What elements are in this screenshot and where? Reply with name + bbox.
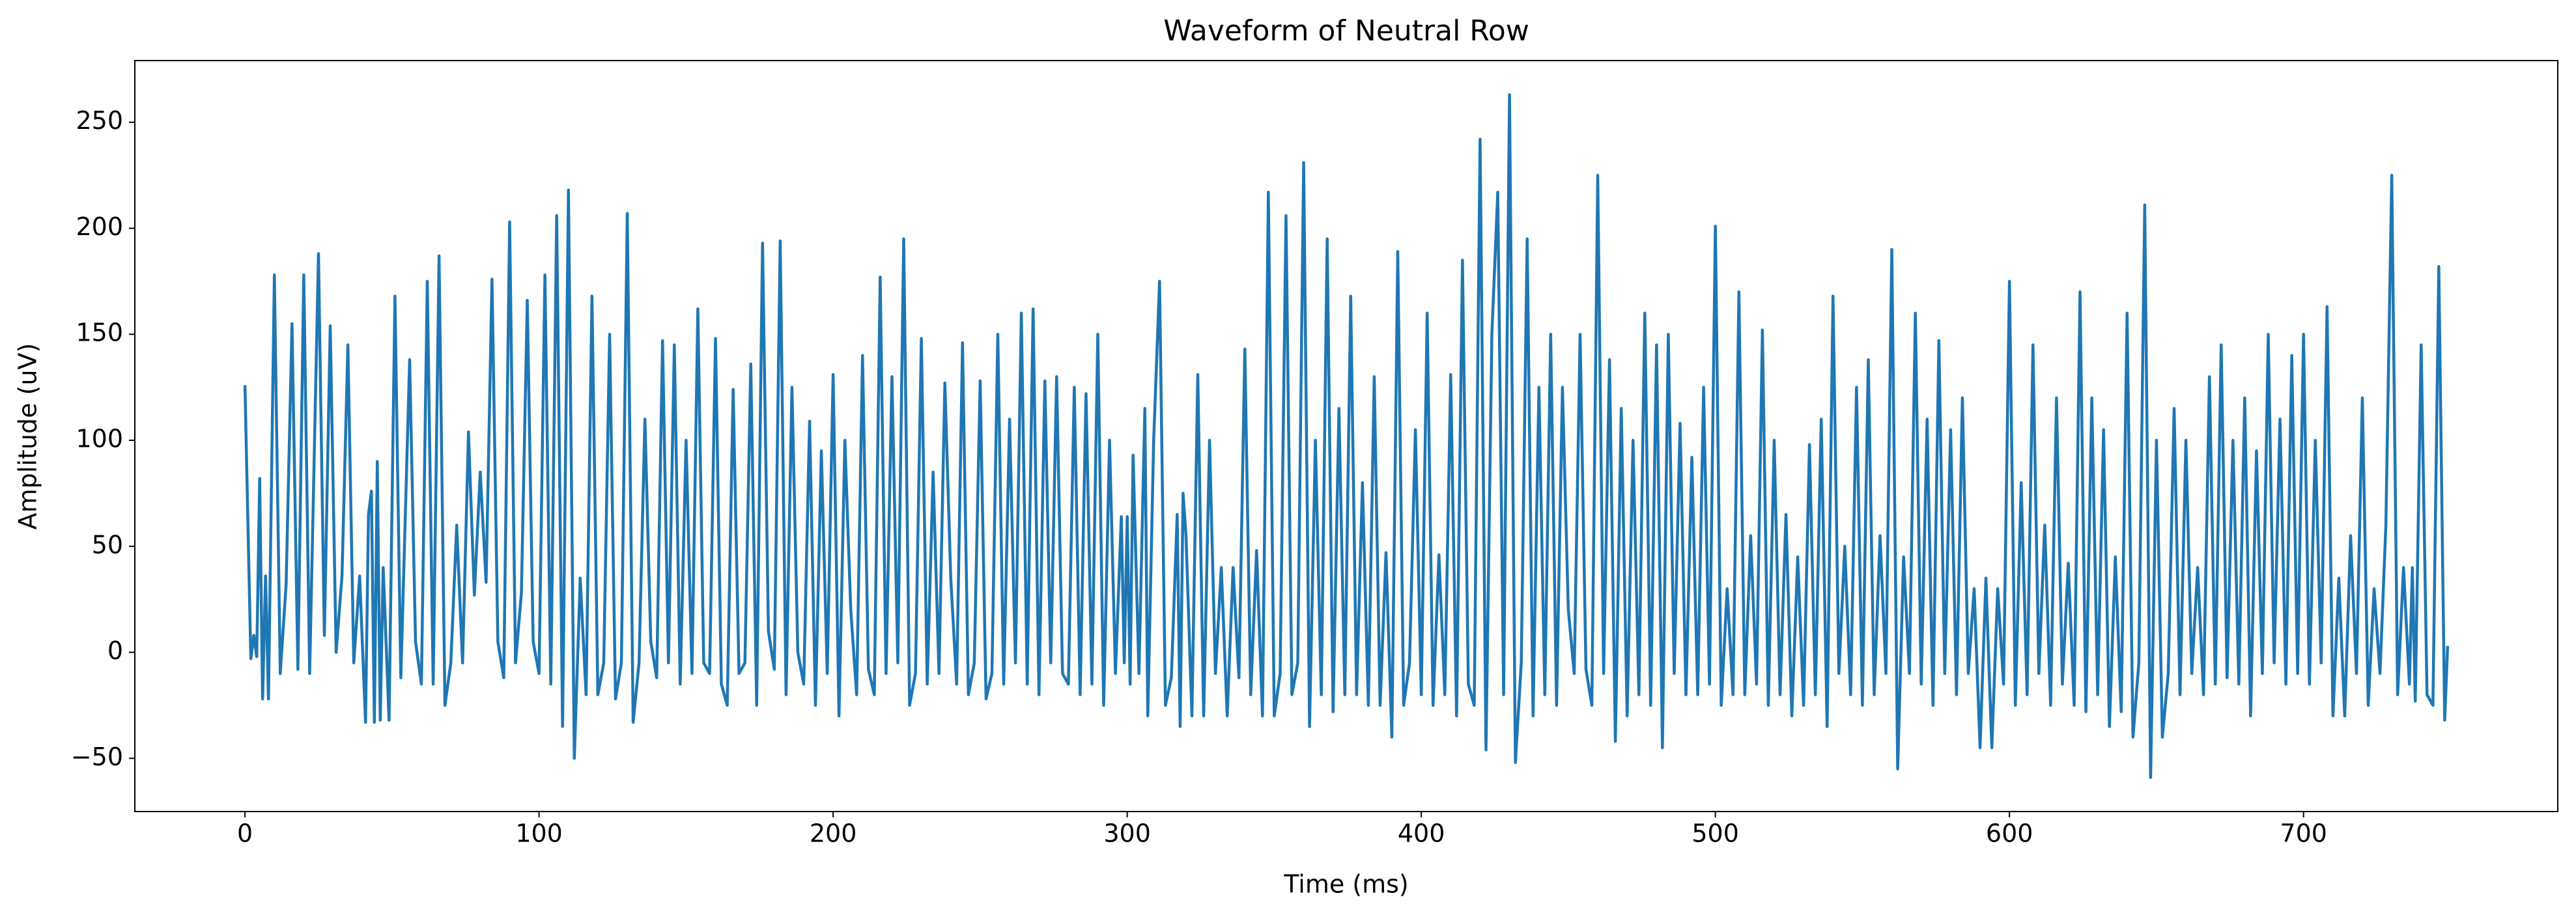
- y-tick-label: −50: [71, 742, 123, 771]
- chart-title: Waveform of Neutral Row: [1163, 14, 1529, 48]
- x-tick-label: 200: [810, 819, 857, 848]
- data-line: [243, 93, 2450, 779]
- y-tick-label: 250: [76, 106, 123, 135]
- y-tick-label: 0: [107, 636, 123, 665]
- x-tick-label: 500: [1691, 819, 1739, 848]
- x-tick-label: 600: [1986, 819, 2033, 848]
- y-tick-label: 200: [76, 212, 123, 241]
- plot-frame: [134, 60, 2558, 812]
- y-tick-label: 50: [92, 530, 123, 559]
- x-tick-label: 400: [1398, 819, 1445, 848]
- x-tick-label: 700: [2280, 819, 2327, 848]
- y-axis-label: Amplitude (uV): [14, 343, 42, 530]
- y-tick-label: 150: [76, 318, 123, 347]
- y-tick-label: 100: [76, 425, 123, 453]
- x-axis-label: Time (ms): [1283, 870, 1409, 899]
- x-tick-label: 0: [237, 819, 253, 848]
- x-tick-label: 100: [515, 819, 563, 848]
- x-tick-label: 300: [1103, 819, 1151, 848]
